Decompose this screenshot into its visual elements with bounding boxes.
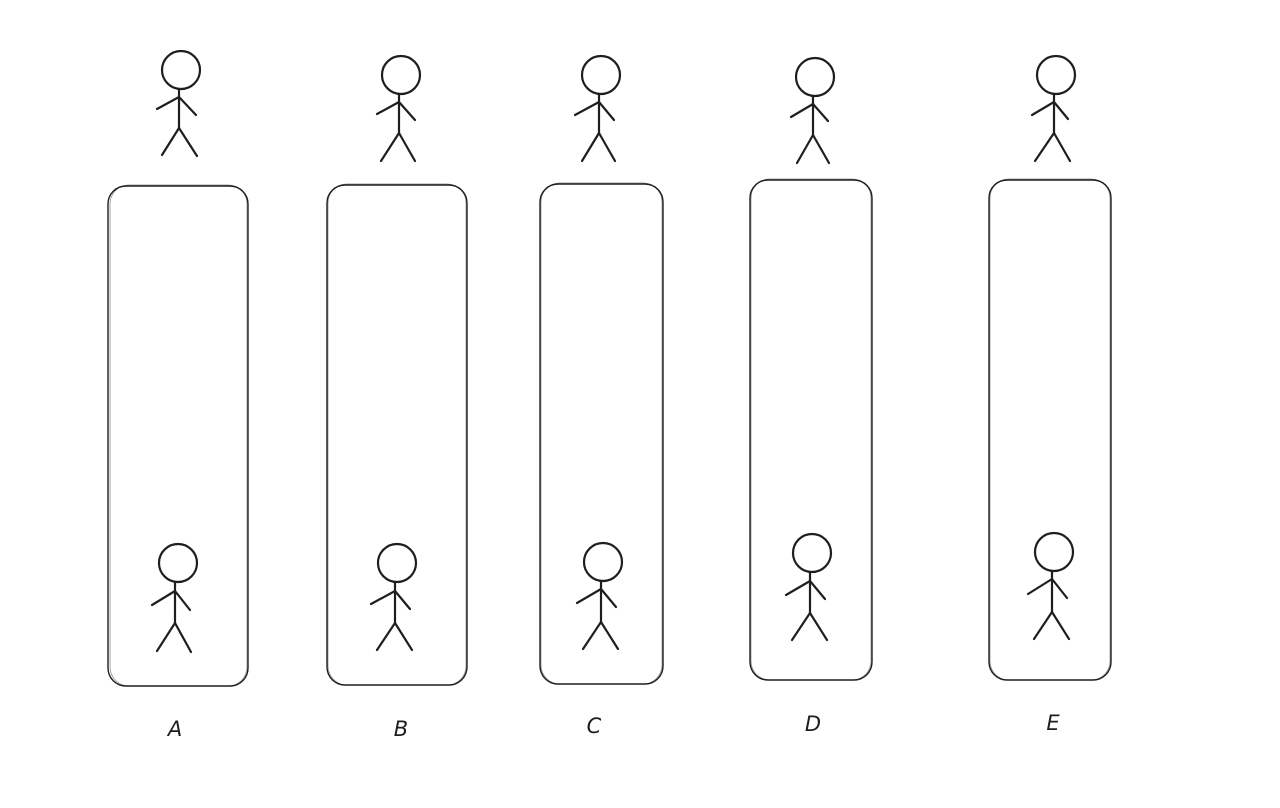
shaft-e <box>988 179 1112 681</box>
person-bottom-a <box>150 542 199 654</box>
shaft-d-sketch-line <box>750 178 872 681</box>
column-b: B <box>326 54 468 741</box>
person-bottom-e <box>1026 531 1075 641</box>
column-d: D <box>749 56 873 736</box>
column-label-e: E <box>1046 711 1060 735</box>
shaft-e-sketch-line <box>989 178 1111 681</box>
shaft-a-sketch-line <box>109 184 248 687</box>
shaft-c-sketch-line <box>540 182 663 685</box>
shaft-b-sketch-line <box>327 183 467 686</box>
column-label-a: A <box>166 717 182 741</box>
person-top-c <box>573 54 622 163</box>
shaft-a <box>107 185 249 687</box>
person-top-e <box>1030 54 1077 163</box>
person-bottom-d <box>784 532 833 642</box>
shaft-b <box>326 184 468 686</box>
person-top-a <box>155 49 202 158</box>
column-c: C <box>539 54 664 738</box>
person-bottom-c <box>575 541 624 651</box>
person-bottom-b <box>369 542 418 652</box>
person-top-b <box>375 54 422 163</box>
column-e: E <box>988 54 1112 735</box>
column-label-d: D <box>805 712 821 736</box>
column-a: A <box>107 49 249 741</box>
column-label-b: B <box>394 717 408 741</box>
column-label-c: C <box>587 714 602 738</box>
person-top-d <box>789 56 836 165</box>
